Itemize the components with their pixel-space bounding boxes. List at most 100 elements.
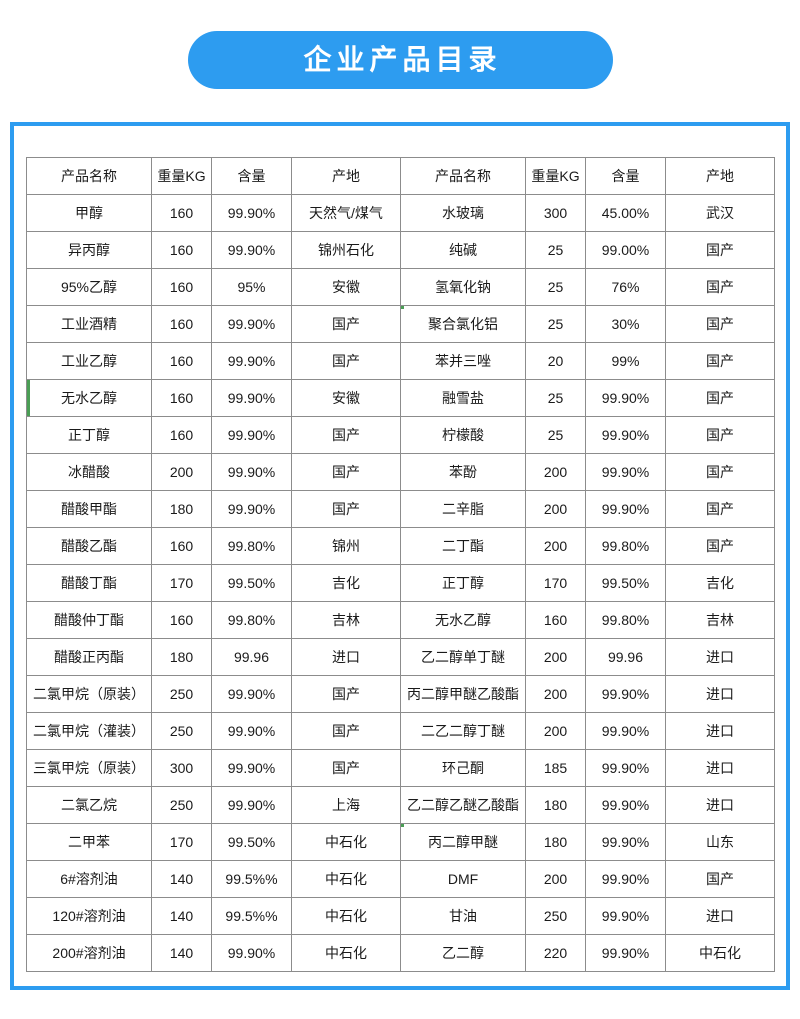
cell-kg2[interactable]: 25 [525,416,586,454]
cell-origin[interactable]: 国产 [291,416,401,454]
cell-origin[interactable]: 吉林 [291,601,401,639]
cell-origin2[interactable]: 国产 [665,231,775,269]
cell-purity2[interactable]: 99.90% [585,823,666,861]
cell-name2[interactable]: 苯并三唑 [400,342,526,380]
cell-kg2[interactable]: 170 [525,564,586,602]
cell-purity2[interactable]: 99.90% [585,379,666,417]
cell-purity[interactable]: 99.5%% [211,860,292,898]
cell-name2[interactable]: 融雪盐 [400,379,526,417]
cell-purity2[interactable]: 99.80% [585,601,666,639]
cell-purity2[interactable]: 99.90% [585,897,666,935]
cell-name2[interactable]: 聚合氯化铝 [400,305,526,343]
cell-origin[interactable]: 国产 [291,675,401,713]
cell-name2[interactable]: 乙二醇乙醚乙酸酯 [400,786,526,824]
cell-origin2[interactable]: 进口 [665,675,775,713]
cell-origin2[interactable]: 国产 [665,453,775,491]
cell-purity2[interactable]: 99.90% [585,860,666,898]
cell-name[interactable]: 正丁醇 [26,416,152,454]
cell-purity[interactable]: 99.90% [211,675,292,713]
cell-kg2[interactable]: 180 [525,786,586,824]
cell-kg[interactable]: 250 [151,786,212,824]
cell-kg2[interactable]: 25 [525,379,586,417]
cell-origin[interactable]: 国产 [291,712,401,750]
cell-kg[interactable]: 250 [151,712,212,750]
cell-purity[interactable]: 99.90% [211,749,292,787]
column-header-kg[interactable]: 重量KG [151,157,212,195]
cell-origin2[interactable]: 吉林 [665,601,775,639]
cell-kg2[interactable]: 200 [525,860,586,898]
cell-kg[interactable]: 160 [151,268,212,306]
cell-kg[interactable]: 160 [151,416,212,454]
cell-kg[interactable]: 250 [151,675,212,713]
cell-name[interactable]: 异丙醇 [26,231,152,269]
cell-purity[interactable]: 99.90% [211,342,292,380]
cell-origin2[interactable]: 进口 [665,897,775,935]
cell-name[interactable]: 工业乙醇 [26,342,152,380]
cell-kg[interactable]: 160 [151,194,212,232]
cell-origin[interactable]: 中石化 [291,934,401,972]
cell-name2[interactable]: 环己酮 [400,749,526,787]
cell-origin[interactable]: 锦州 [291,527,401,565]
cell-name[interactable]: 醋酸正丙酯 [26,638,152,676]
cell-name2[interactable]: 丙二醇甲醚乙酸酯 [400,675,526,713]
cell-name[interactable]: 200#溶剂油 [26,934,152,972]
cell-name[interactable]: 二甲苯 [26,823,152,861]
cell-kg2[interactable]: 25 [525,268,586,306]
cell-purity[interactable]: 99.90% [211,490,292,528]
cell-kg2[interactable]: 160 [525,601,586,639]
cell-kg[interactable]: 170 [151,823,212,861]
cell-name2[interactable]: 苯酚 [400,453,526,491]
cell-kg2[interactable]: 20 [525,342,586,380]
cell-kg[interactable]: 160 [151,379,212,417]
cell-purity[interactable]: 99.80% [211,601,292,639]
cell-purity[interactable]: 99.90% [211,305,292,343]
cell-kg[interactable]: 140 [151,934,212,972]
cell-origin[interactable]: 中石化 [291,897,401,935]
cell-kg2[interactable]: 300 [525,194,586,232]
cell-name2[interactable]: 二乙二醇丁醚 [400,712,526,750]
cell-purity[interactable]: 99.90% [211,934,292,972]
cell-name2[interactable]: 二丁酯 [400,527,526,565]
cell-origin[interactable]: 国产 [291,342,401,380]
cell-purity2[interactable]: 99.90% [585,712,666,750]
cell-kg2[interactable]: 200 [525,527,586,565]
cell-kg[interactable]: 140 [151,897,212,935]
cell-origin[interactable]: 锦州石化 [291,231,401,269]
cell-origin[interactable]: 吉化 [291,564,401,602]
cell-origin[interactable]: 国产 [291,490,401,528]
cell-origin[interactable]: 中石化 [291,823,401,861]
cell-kg[interactable]: 160 [151,342,212,380]
cell-origin2[interactable]: 国产 [665,379,775,417]
cell-purity[interactable]: 99.90% [211,712,292,750]
cell-name-selected[interactable]: 无水乙醇 [26,379,152,417]
cell-purity[interactable]: 99.90% [211,453,292,491]
cell-origin2[interactable]: 进口 [665,749,775,787]
cell-origin2[interactable]: 国产 [665,490,775,528]
cell-name[interactable]: 95%乙醇 [26,268,152,306]
cell-kg[interactable]: 300 [151,749,212,787]
cell-purity[interactable]: 95% [211,268,292,306]
column-header-name2[interactable]: 产品名称 [400,157,526,195]
cell-origin[interactable]: 国产 [291,305,401,343]
cell-purity2[interactable]: 76% [585,268,666,306]
cell-name[interactable]: 三氯甲烷（原装） [26,749,152,787]
cell-kg2[interactable]: 185 [525,749,586,787]
cell-name[interactable]: 醋酸甲酯 [26,490,152,528]
cell-purity2[interactable]: 99.90% [585,675,666,713]
column-header-name[interactable]: 产品名称 [26,157,152,195]
cell-purity[interactable]: 99.5%% [211,897,292,935]
cell-name[interactable]: 醋酸乙酯 [26,527,152,565]
cell-kg2[interactable]: 25 [525,305,586,343]
cell-origin[interactable]: 中石化 [291,860,401,898]
cell-kg2[interactable]: 200 [525,490,586,528]
cell-purity[interactable]: 99.50% [211,564,292,602]
cell-purity[interactable]: 99.90% [211,416,292,454]
cell-name2[interactable]: 无水乙醇 [400,601,526,639]
cell-name2[interactable]: 柠檬酸 [400,416,526,454]
cell-origin[interactable]: 天然气/煤气 [291,194,401,232]
cell-origin[interactable]: 安徽 [291,379,401,417]
cell-purity2[interactable]: 99.90% [585,490,666,528]
cell-name2[interactable]: 丙二醇甲醚 [400,823,526,861]
cell-purity2[interactable]: 99.90% [585,934,666,972]
cell-purity[interactable]: 99.90% [211,379,292,417]
